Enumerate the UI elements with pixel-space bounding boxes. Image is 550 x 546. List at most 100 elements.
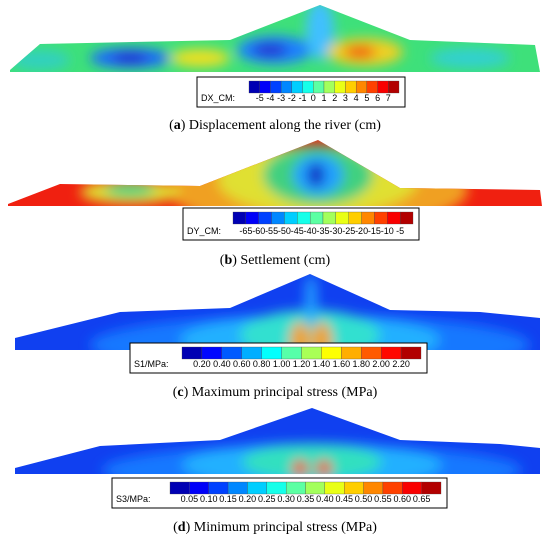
legend-tick-label: 0.25 (258, 494, 276, 504)
caption-part: d (178, 520, 186, 535)
legend-title: S1/MPa: (134, 359, 169, 369)
color-swatch (361, 346, 382, 360)
legend-tick-label: 3 (343, 93, 348, 103)
caption: (a) Displacement along the river (cm) (169, 118, 381, 133)
color-swatch (281, 346, 302, 360)
legend-tick-label: 0.65 (413, 494, 431, 504)
color-swatch (201, 346, 222, 360)
legend-tick-label: -60 (252, 226, 265, 236)
contour-plot (10, 5, 540, 72)
color-swatch (285, 481, 306, 495)
legend-tick-label: -5 (256, 93, 264, 103)
legend-tick-label: -40 (304, 226, 317, 236)
legend-tick-label: 0.35 (297, 494, 315, 504)
legend-tick-label: 7 (386, 93, 391, 103)
color-swatch (421, 481, 442, 495)
legend-tick-label: 0.20 (193, 359, 211, 369)
legend-tick-label: 2.00 (372, 359, 390, 369)
legend-tick-label: 0.40 (316, 494, 334, 504)
legend-tick-label: -55 (265, 226, 278, 236)
color-swatch (334, 80, 346, 94)
color-swatch (344, 481, 364, 495)
caption-part: ( (169, 118, 174, 133)
legend-tick-label: -30 (329, 226, 342, 236)
caption-part: ) Minimum principal stress (MPa) (186, 520, 378, 535)
legend-title: S3/MPa: (116, 494, 151, 504)
color-swatch (297, 211, 311, 225)
color-swatch (399, 211, 414, 225)
legend-tick-label: -15 (368, 226, 381, 236)
legend-tick-label: 1.20 (293, 359, 311, 369)
panel: S1/MPa: 0.20 0.40 0.60 0.80 1.00 1.20 1.40 1.60 1… (129, 342, 428, 400)
caption: (d) Minimum principal stress (MPa) (173, 520, 377, 535)
legend-tick-label: -2 (288, 93, 296, 103)
color-swatch (248, 80, 260, 94)
color-swatch (189, 481, 209, 495)
caption-part: ) Displacement along the river (cm) (181, 118, 382, 133)
legend-tick-label: -35 (316, 226, 329, 236)
panel: DY_CM: -65 -60 -55 -50 -45 -40 -35 -30 -25 -20 -15-… (182, 207, 420, 268)
legend-tick-label: 0.80 (253, 359, 271, 369)
legend-tick-label: -4 (266, 93, 274, 103)
legend-tick-label: 0.50 (355, 494, 373, 504)
color-swatch (258, 211, 272, 225)
caption-part: ( (173, 385, 178, 400)
legend-tick-label: -45 (291, 226, 304, 236)
color-swatch (366, 80, 378, 94)
caption-part: ) Maximum principal stress (MPa) (184, 385, 378, 400)
color-swatch (324, 481, 345, 495)
color-swatch (309, 211, 324, 225)
legend-tick-label: -25 (342, 226, 355, 236)
color-swatch (377, 80, 389, 94)
legend-title: DX_CM: (201, 93, 235, 103)
legend-tick-label: 1.40 (313, 359, 331, 369)
legend-tick-label: 0.05 (181, 494, 199, 504)
legend-tick-label: 0.60 (394, 494, 412, 504)
color-swatch (402, 481, 422, 495)
color-swatch (355, 80, 368, 94)
color-swatch (208, 481, 229, 495)
color-swatch (232, 211, 247, 225)
color-swatch (271, 211, 285, 225)
legend-tick-label: 0.40 (213, 359, 231, 369)
color-swatch (345, 80, 357, 94)
color-swatch (363, 481, 384, 495)
color-swatch (280, 80, 293, 94)
color-swatch (302, 80, 314, 94)
caption-part: ) Settlement (cm) (232, 253, 330, 268)
legend-tick-label: 1 (321, 93, 326, 103)
legend-tick-label: 2 (332, 93, 337, 103)
color-swatch (321, 346, 342, 360)
caption-part: c (177, 385, 183, 400)
color-swatch (259, 80, 271, 94)
color-swatch (245, 211, 259, 225)
color-swatch (261, 346, 282, 360)
legend-tick-label: 0.15 (219, 494, 237, 504)
color-swatch (361, 211, 375, 225)
legend-tick-label: 0.10 (200, 494, 218, 504)
legend-tick-label: -50 (278, 226, 291, 236)
color-swatch (348, 211, 362, 225)
caption-part: ( (173, 520, 178, 535)
caption-part: ( (220, 253, 225, 268)
color-swatch (374, 211, 388, 225)
color-swatch (227, 481, 248, 495)
legend-tick-label: 1.60 (333, 359, 351, 369)
legend-tick-label: -1 (299, 93, 307, 103)
color-swatch (381, 346, 402, 360)
panel: S3/MPa: 0.05 0.10 0.15 0.20 0.25 0.30 0.35 0.40 0… (111, 477, 448, 535)
color-swatch (388, 80, 400, 94)
color-swatch (382, 481, 403, 495)
caption-part: b (224, 253, 232, 268)
legend-title: DY_CM: (187, 226, 221, 236)
color-swatch (301, 346, 322, 360)
color-swatch (221, 346, 242, 360)
legend-tick-label: 6 (375, 93, 380, 103)
color-swatch (284, 211, 298, 225)
color-swatch (400, 346, 422, 360)
color-swatch (323, 80, 335, 94)
color-swatch (313, 80, 325, 94)
color-swatch (341, 346, 362, 360)
legend-tick-label: 0 (311, 93, 316, 103)
